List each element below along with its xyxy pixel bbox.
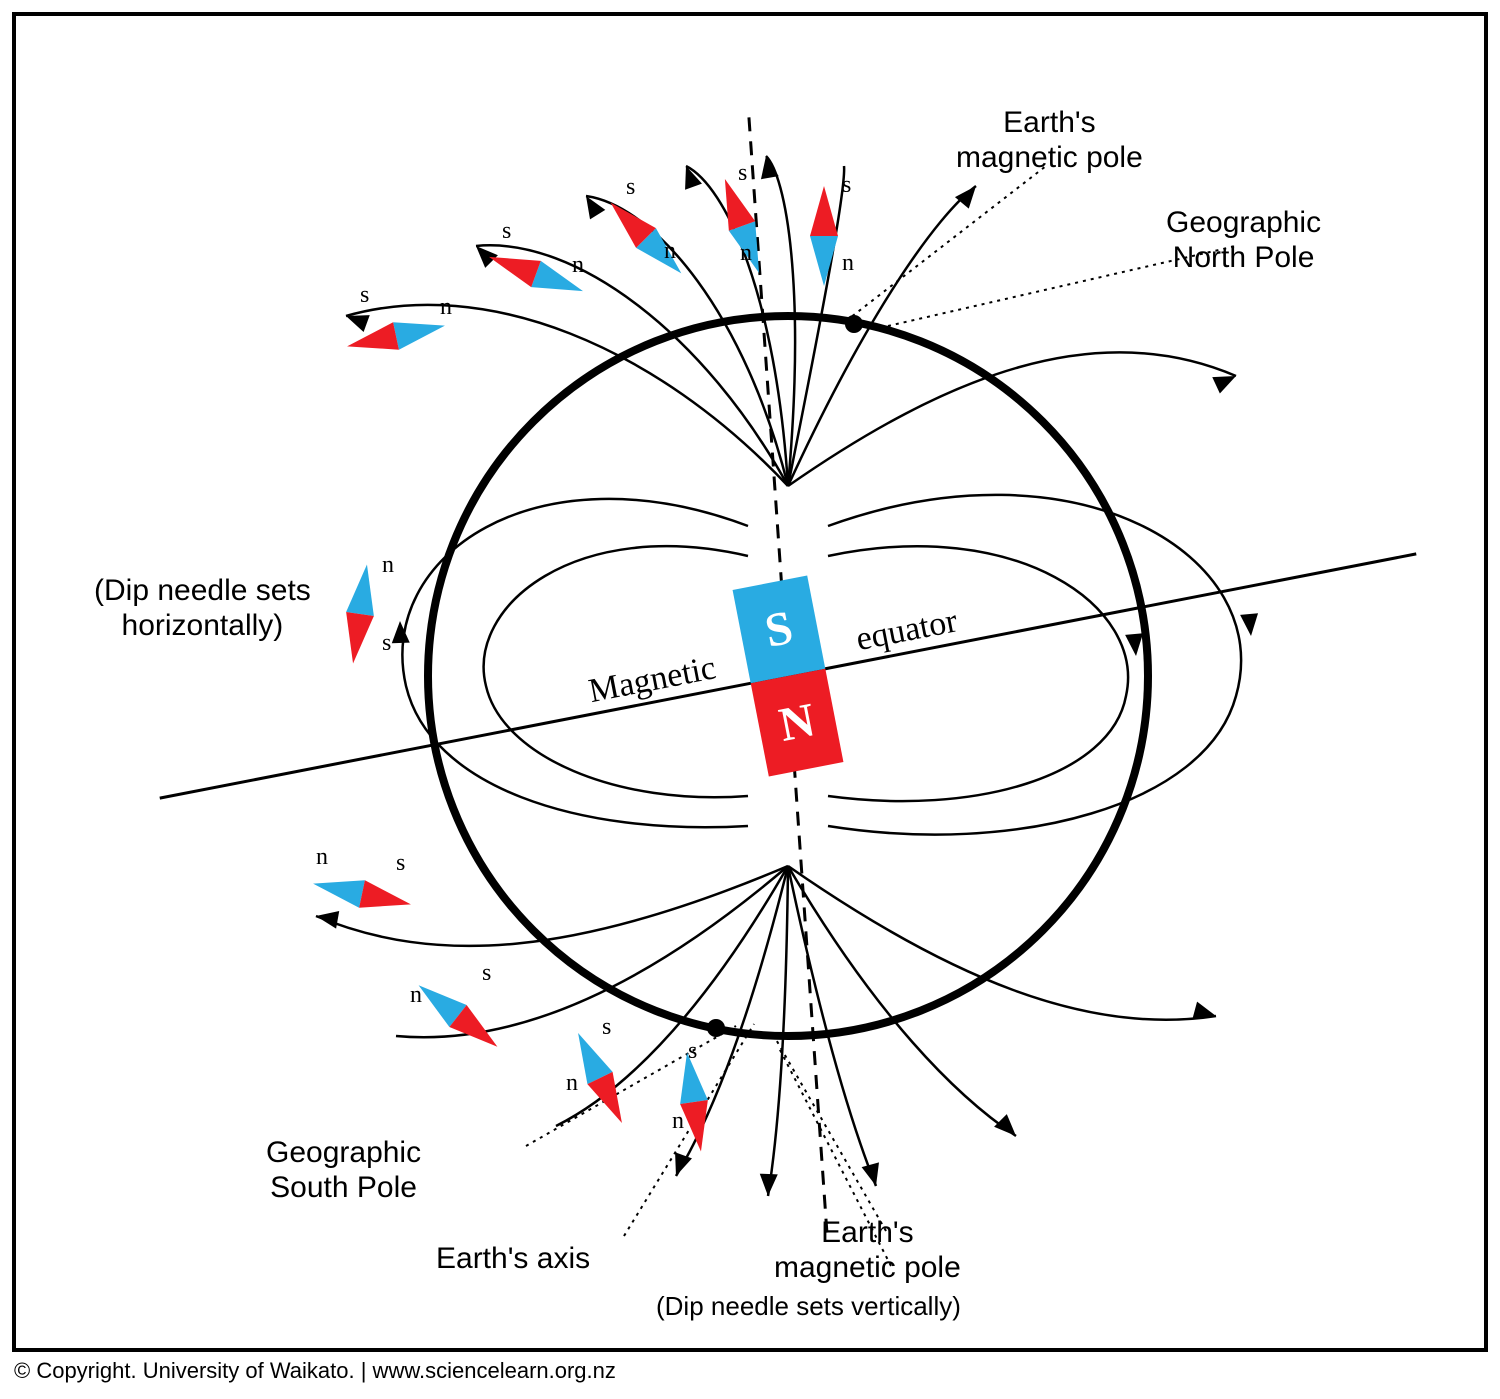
svg-text:n: n xyxy=(316,844,328,870)
label-magnetic-pole-top: Earth's magnetic pole xyxy=(956,106,1143,175)
diagram-frame: S N snsnsnsnsnsnsnsnsnsn Magnetic equato… xyxy=(12,12,1488,1352)
label-geographic-south: Geographic South Pole xyxy=(266,1136,421,1205)
label-dip-vertical: (Dip needle sets vertically) xyxy=(656,1292,961,1322)
label-dip-horizontal: (Dip needle sets horizontally) xyxy=(94,574,311,643)
svg-text:n: n xyxy=(672,1108,684,1134)
svg-text:n: n xyxy=(382,552,394,578)
svg-text:s: s xyxy=(396,850,405,876)
svg-text:n: n xyxy=(410,982,422,1008)
svg-text:s: s xyxy=(482,960,491,986)
svg-text:s: s xyxy=(360,282,369,308)
magnetic-equator-label-right: equator xyxy=(853,602,961,658)
svg-text:s: s xyxy=(626,174,635,200)
svg-text:n: n xyxy=(566,1070,578,1096)
copyright-text: © Copyright. University of Waikato. | ww… xyxy=(14,1358,616,1384)
svg-text:n: n xyxy=(664,238,676,264)
svg-text:s: s xyxy=(738,160,747,186)
svg-text:n: n xyxy=(572,252,584,278)
svg-text:s: s xyxy=(382,630,391,656)
svg-text:s: s xyxy=(842,172,851,198)
bar-magnet: S N xyxy=(733,575,844,776)
svg-text:s: s xyxy=(602,1014,611,1040)
label-magnetic-pole-bottom: Earth's magnetic pole xyxy=(774,1216,961,1285)
label-geographic-north: Geographic North Pole xyxy=(1166,206,1321,275)
svg-text:s: s xyxy=(688,1038,697,1064)
svg-text:n: n xyxy=(740,240,752,266)
label-earth-axis: Earth's axis xyxy=(436,1242,590,1277)
svg-text:n: n xyxy=(440,294,452,320)
svg-text:n: n xyxy=(842,250,854,276)
svg-text:s: s xyxy=(502,218,511,244)
